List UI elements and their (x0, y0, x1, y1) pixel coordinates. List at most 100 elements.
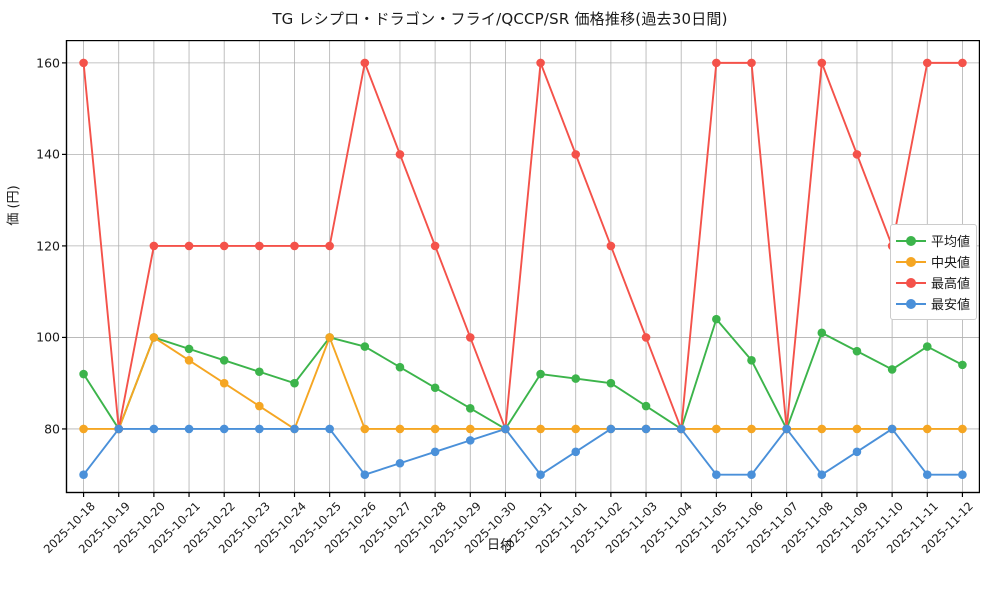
data-point (747, 356, 756, 365)
data-point (641, 333, 651, 342)
plot-area (62, 40, 980, 497)
axes-frame (65, 40, 980, 494)
data-point (712, 314, 721, 324)
legend-label: 最安値 (931, 298, 971, 313)
data-point (255, 401, 264, 411)
series-line (82, 318, 964, 430)
data-point (184, 241, 194, 251)
data-point (325, 241, 334, 251)
data-point (747, 470, 756, 479)
data-point (747, 58, 756, 68)
data-point (290, 378, 299, 388)
data-point (325, 424, 334, 434)
legend-item[interactable]: 平均値 (896, 230, 970, 251)
chart-title: TG レシプロ・ドラゴン・フライ/QCCP/SR 価格推移(過去30日間) (272, 10, 728, 28)
data-point (571, 150, 581, 159)
data-point (219, 241, 229, 251)
data-point (712, 470, 721, 479)
data-point (149, 241, 159, 251)
data-point (536, 470, 545, 479)
data-point (536, 424, 545, 434)
data-point (536, 58, 545, 68)
data-point (114, 424, 124, 434)
legend-swatch-icon (896, 255, 926, 269)
data-point (395, 424, 405, 434)
data-point (817, 58, 827, 68)
data-point (219, 356, 229, 365)
data-point (430, 424, 440, 434)
data-point (852, 424, 862, 434)
plot-background (66, 40, 980, 493)
data-point (782, 424, 791, 434)
legend-swatch-icon (896, 276, 926, 290)
data-point (852, 346, 862, 356)
data-point (501, 424, 510, 434)
plot-svg (62, 40, 980, 497)
y-tick-label: 160 (36, 55, 60, 71)
data-point (79, 424, 88, 434)
series-line (82, 336, 964, 430)
x-axis-label: 日付 (486, 538, 513, 553)
data-point (852, 150, 862, 159)
data-point (641, 424, 651, 434)
data-point (817, 424, 827, 434)
data-point (430, 241, 440, 251)
data-point (219, 424, 229, 434)
y-axis-tick-labels: 80 100 120 140 160 (8, 40, 60, 493)
data-point (184, 356, 194, 365)
data-point (360, 424, 370, 434)
data-point (852, 447, 862, 457)
legend-label: 最高値 (931, 277, 971, 292)
data-point (641, 401, 651, 411)
data-point (571, 447, 581, 457)
data-point (395, 458, 405, 468)
data-point (79, 369, 88, 379)
data-point (922, 470, 932, 479)
data-point (606, 241, 616, 251)
data-point (958, 360, 967, 370)
data-point (676, 424, 686, 434)
data-point (958, 424, 967, 434)
data-point (465, 424, 475, 434)
data-point (817, 470, 827, 479)
data-point (79, 470, 88, 479)
data-point (747, 424, 756, 434)
data-point (606, 424, 616, 434)
y-tick-label: 140 (36, 146, 60, 162)
data-point (606, 378, 616, 388)
y-tick-label: 100 (36, 329, 60, 345)
legend-label: 平均値 (931, 235, 971, 250)
chart-legend: 平均値中央値最高値最安値 (890, 224, 978, 320)
legend-item[interactable]: 最高値 (896, 272, 970, 293)
data-point (184, 344, 194, 354)
data-point (219, 378, 229, 388)
data-point (149, 424, 159, 434)
data-point (255, 424, 264, 434)
data-point (958, 58, 967, 68)
data-point (465, 333, 475, 342)
data-point (395, 150, 405, 159)
legend-label: 中央値 (931, 256, 971, 271)
data-point (465, 404, 475, 413)
data-point (887, 365, 897, 374)
data-point (430, 383, 440, 393)
data-point (958, 470, 967, 479)
legend-item[interactable]: 最安値 (896, 293, 970, 314)
data-point (571, 374, 581, 383)
data-point (430, 447, 440, 457)
data-point (360, 342, 370, 351)
data-point (290, 424, 299, 434)
data-point (922, 424, 932, 434)
data-point (395, 362, 405, 372)
legend-item[interactable]: 中央値 (896, 251, 970, 272)
data-point (184, 424, 194, 434)
data-point (712, 58, 721, 68)
data-point (817, 328, 827, 338)
data-point (255, 241, 264, 251)
data-point (571, 424, 581, 434)
data-point (149, 333, 159, 342)
data-point (922, 342, 932, 351)
legend-swatch-icon (896, 234, 926, 248)
data-point (360, 58, 370, 68)
